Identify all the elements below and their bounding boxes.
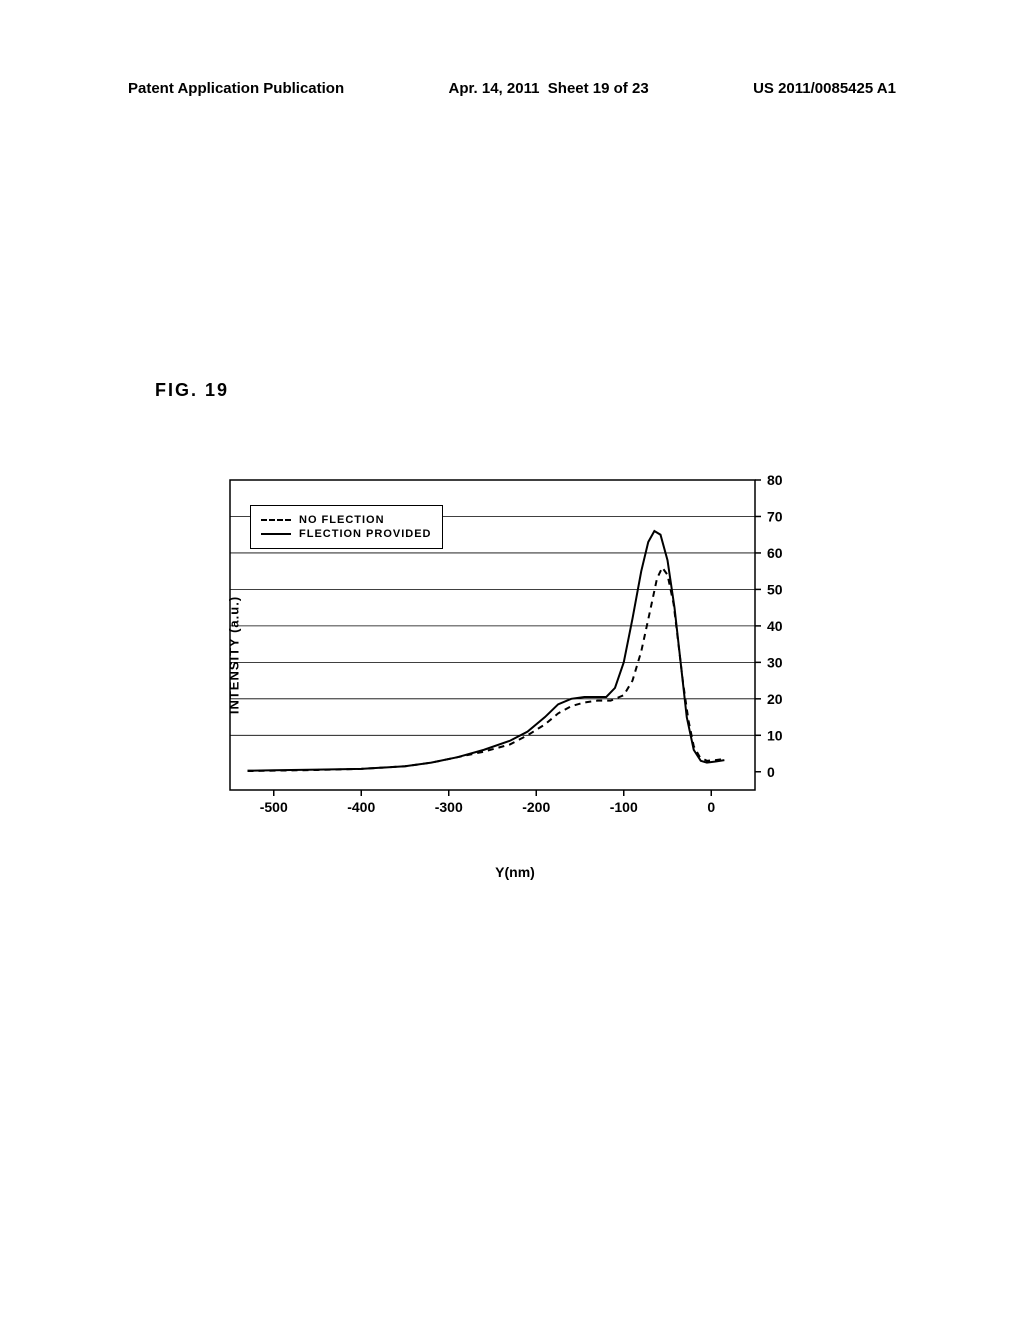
svg-text:50: 50 (767, 581, 783, 597)
pub-date: Apr. 14, 2011 Sheet 19 of 23 (449, 80, 649, 97)
svg-text:-100: -100 (610, 799, 638, 815)
y-axis-label: INTENSITY (a.u.) (227, 596, 242, 714)
x-axis-label: Y(nm) (495, 864, 535, 880)
legend-item: NO FLECTION (261, 514, 432, 526)
pub-type: Patent Application Publication (128, 80, 344, 97)
svg-text:40: 40 (767, 618, 783, 634)
chart-legend: NO FLECTION FLECTION PROVIDED (250, 505, 443, 549)
legend-item: FLECTION PROVIDED (261, 528, 432, 540)
svg-text:0: 0 (707, 799, 715, 815)
pub-number: US 2011/0085425 A1 (753, 80, 896, 97)
legend-solid-line (261, 533, 291, 535)
svg-text:10: 10 (767, 727, 783, 743)
legend-label: FLECTION PROVIDED (299, 528, 432, 540)
svg-text:60: 60 (767, 545, 783, 561)
svg-text:30: 30 (767, 654, 783, 670)
figure-label: FIG. 19 (155, 380, 229, 401)
svg-text:80: 80 (767, 472, 783, 488)
legend-dashed-line (261, 519, 291, 521)
svg-text:70: 70 (767, 508, 783, 524)
svg-text:-400: -400 (347, 799, 375, 815)
intensity-chart: INTENSITY (a.u.) Y(nm) NO FLECTION FLECT… (215, 470, 815, 840)
svg-text:-300: -300 (435, 799, 463, 815)
svg-text:20: 20 (767, 691, 783, 707)
svg-text:-200: -200 (522, 799, 550, 815)
svg-text:0: 0 (767, 764, 775, 780)
page-header: Patent Application Publication Apr. 14, … (128, 80, 896, 97)
legend-label: NO FLECTION (299, 514, 385, 526)
svg-text:-500: -500 (260, 799, 288, 815)
